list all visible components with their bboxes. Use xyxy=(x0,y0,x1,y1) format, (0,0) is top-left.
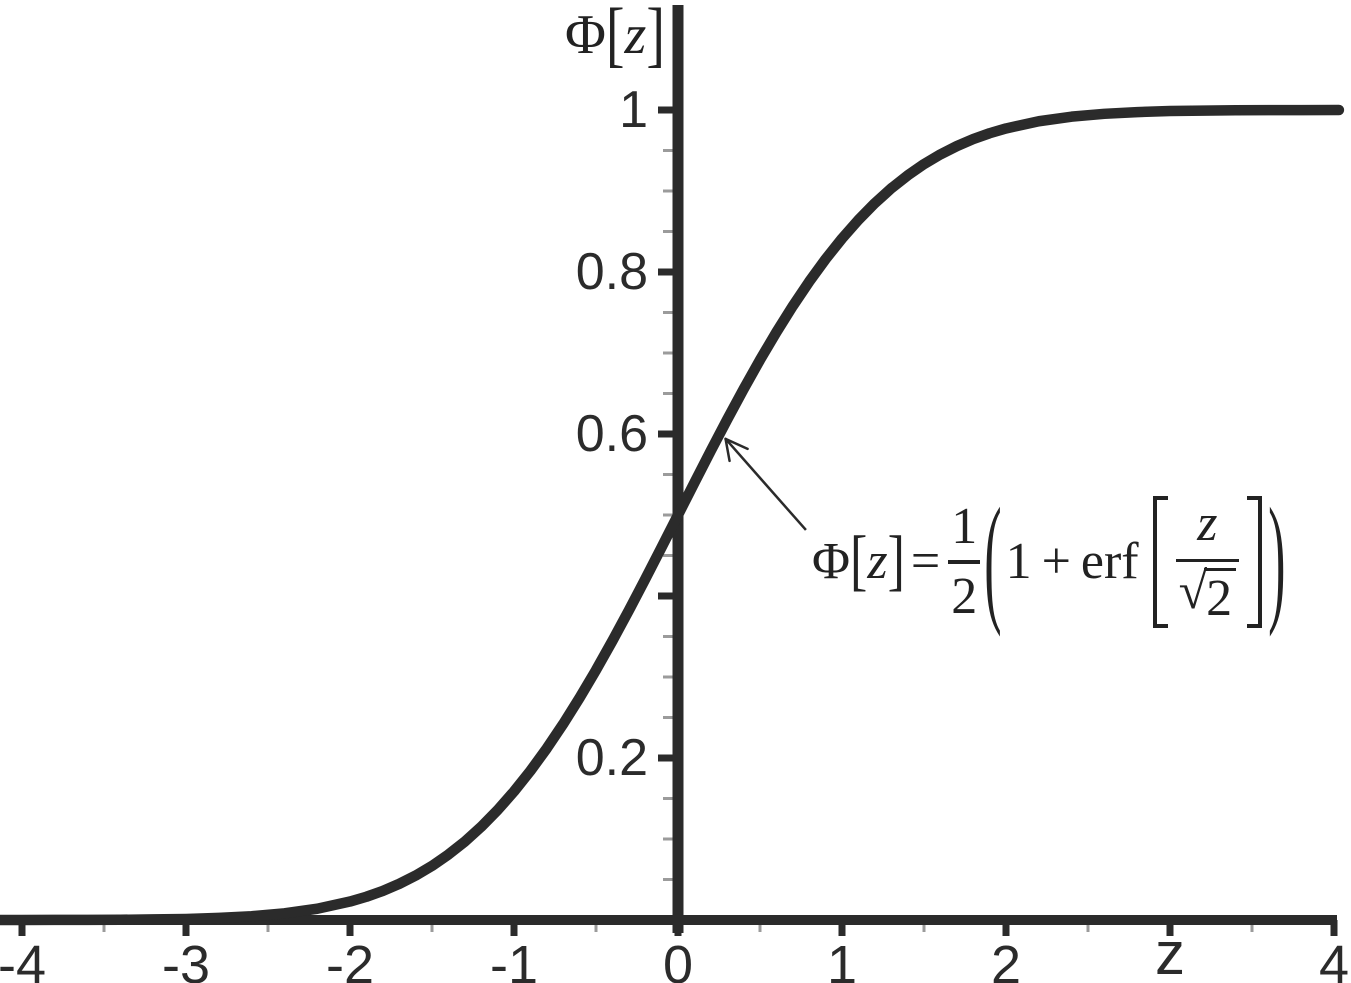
y-tick-label: 1 xyxy=(619,81,648,139)
cdf-formula-annotation: Φ[z] = 1 2 ( 1 + erf z √ 2 ) xyxy=(812,486,1290,638)
y-tick-label: 0.8 xyxy=(575,243,648,301)
cdf-curve xyxy=(0,104,1345,926)
plus-sign: + xyxy=(1041,533,1071,590)
z-variable: z xyxy=(867,533,888,590)
phi-symbol: Φ xyxy=(564,4,606,66)
x-tick-label: 0 xyxy=(662,935,694,983)
big-open-paren: ( xyxy=(984,482,1002,639)
big-open-bracket xyxy=(1152,496,1168,628)
annotation-arrow-line xyxy=(724,438,807,531)
big-close-paren: ) xyxy=(1268,482,1286,639)
fraction-numerator: z xyxy=(1197,494,1218,552)
fraction-bar xyxy=(948,560,981,564)
x-tick-label: 4 xyxy=(1318,935,1350,983)
phi-symbol: Φ xyxy=(812,533,851,590)
fraction-denominator: 2 xyxy=(951,567,978,625)
one-literal: 1 xyxy=(1005,533,1032,590)
close-bracket: ] xyxy=(646,0,665,75)
x-tick-label: -1 xyxy=(489,935,539,983)
x-tick-label: -2 xyxy=(325,935,375,983)
equals-sign: = xyxy=(910,533,941,590)
close-bracket: ] xyxy=(887,523,905,599)
annotation-arrow-barb xyxy=(724,437,731,463)
x-axis-variable-label: z xyxy=(1155,920,1185,983)
z-over-sqrt2-fraction: z √ 2 xyxy=(1175,494,1240,627)
x-tick-label: -3 xyxy=(161,935,211,983)
z-variable: z xyxy=(624,4,647,66)
fraction-numerator: 1 xyxy=(951,498,978,556)
x-tick-label: 1 xyxy=(826,935,858,983)
x-tick-label: 2 xyxy=(990,935,1022,983)
y-axis-title: Φ[z] xyxy=(415,0,665,75)
one-half-fraction: 1 2 xyxy=(948,498,981,625)
sqrt-two: √ 2 xyxy=(1176,563,1240,626)
y-tick-label: 0.2 xyxy=(575,729,648,787)
fraction-bar xyxy=(1175,558,1240,563)
annotation-arrow-barb xyxy=(724,437,749,451)
x-tick-label: -4 xyxy=(0,935,47,983)
radicand: 2 xyxy=(1204,568,1237,625)
big-close-bracket xyxy=(1247,496,1263,628)
radical-sign: √ xyxy=(1178,563,1208,621)
open-bracket: [ xyxy=(850,523,868,599)
erf-function: erf xyxy=(1080,533,1139,590)
y-tick-label: 0.6 xyxy=(575,405,648,463)
open-bracket: [ xyxy=(605,0,625,75)
